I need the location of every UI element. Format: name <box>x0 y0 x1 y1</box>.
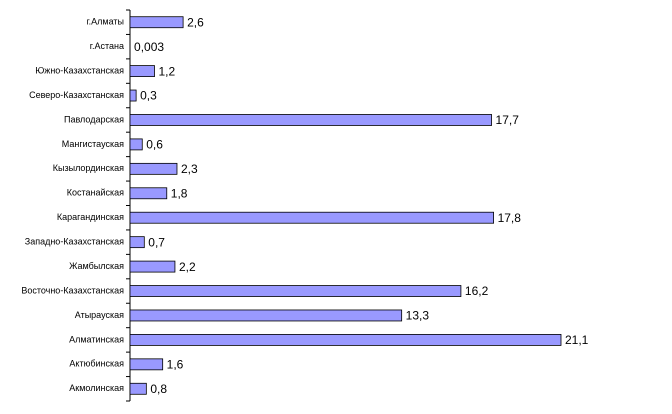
value-label: 0,7 <box>148 235 165 249</box>
category-label: Южно-Казахстанская <box>35 65 124 75</box>
bar <box>129 334 562 346</box>
value-label: 0,003 <box>134 40 164 54</box>
bar <box>129 211 494 224</box>
value-label: 13,3 <box>406 309 430 323</box>
bar <box>129 89 137 102</box>
value-label: 1,2 <box>159 64 176 78</box>
bar <box>129 358 164 371</box>
category-label: Мангистауская <box>62 139 124 149</box>
category-label: Северо-Казахстанская <box>29 90 124 100</box>
value-label: 0,6 <box>146 138 163 152</box>
value-label: 1,8 <box>171 186 188 200</box>
value-label: 2,3 <box>181 162 198 176</box>
category-label: г.Алматы <box>86 17 124 27</box>
value-label: 0,8 <box>150 382 167 396</box>
bar <box>129 65 155 77</box>
category-label: Актюбинская <box>69 359 124 369</box>
value-label: 21,1 <box>565 333 589 347</box>
value-label: 1,6 <box>167 358 184 372</box>
category-label: Карагандинская <box>57 212 124 222</box>
value-label: 17,7 <box>496 113 520 127</box>
bar <box>129 236 145 249</box>
category-label: Восточно-Казахстанская <box>21 285 124 295</box>
bar <box>129 138 143 151</box>
value-label: 16,2 <box>465 284 489 298</box>
bar <box>129 114 492 126</box>
category-label: г.Астана <box>90 41 124 51</box>
bar <box>129 16 184 29</box>
category-label: Кызылординская <box>53 163 124 173</box>
value-label: 17,8 <box>498 211 522 225</box>
bar <box>129 382 147 395</box>
category-label: Атырауская <box>75 310 124 320</box>
category-label: Павлодарская <box>64 114 124 124</box>
bar <box>129 187 168 200</box>
value-label: 2,6 <box>187 15 204 29</box>
category-label: Костанайская <box>67 188 124 198</box>
bar <box>129 162 178 175</box>
category-label: Западно-Казахстанская <box>25 237 124 247</box>
bar <box>129 309 403 322</box>
bar <box>129 285 462 297</box>
bar <box>129 260 176 273</box>
value-label: 2,2 <box>179 260 196 274</box>
category-label: Алматинская <box>69 334 124 344</box>
value-label: 0,3 <box>140 89 157 103</box>
category-label: Акмолинская <box>69 383 124 393</box>
category-label: Жамбылская <box>69 261 124 271</box>
